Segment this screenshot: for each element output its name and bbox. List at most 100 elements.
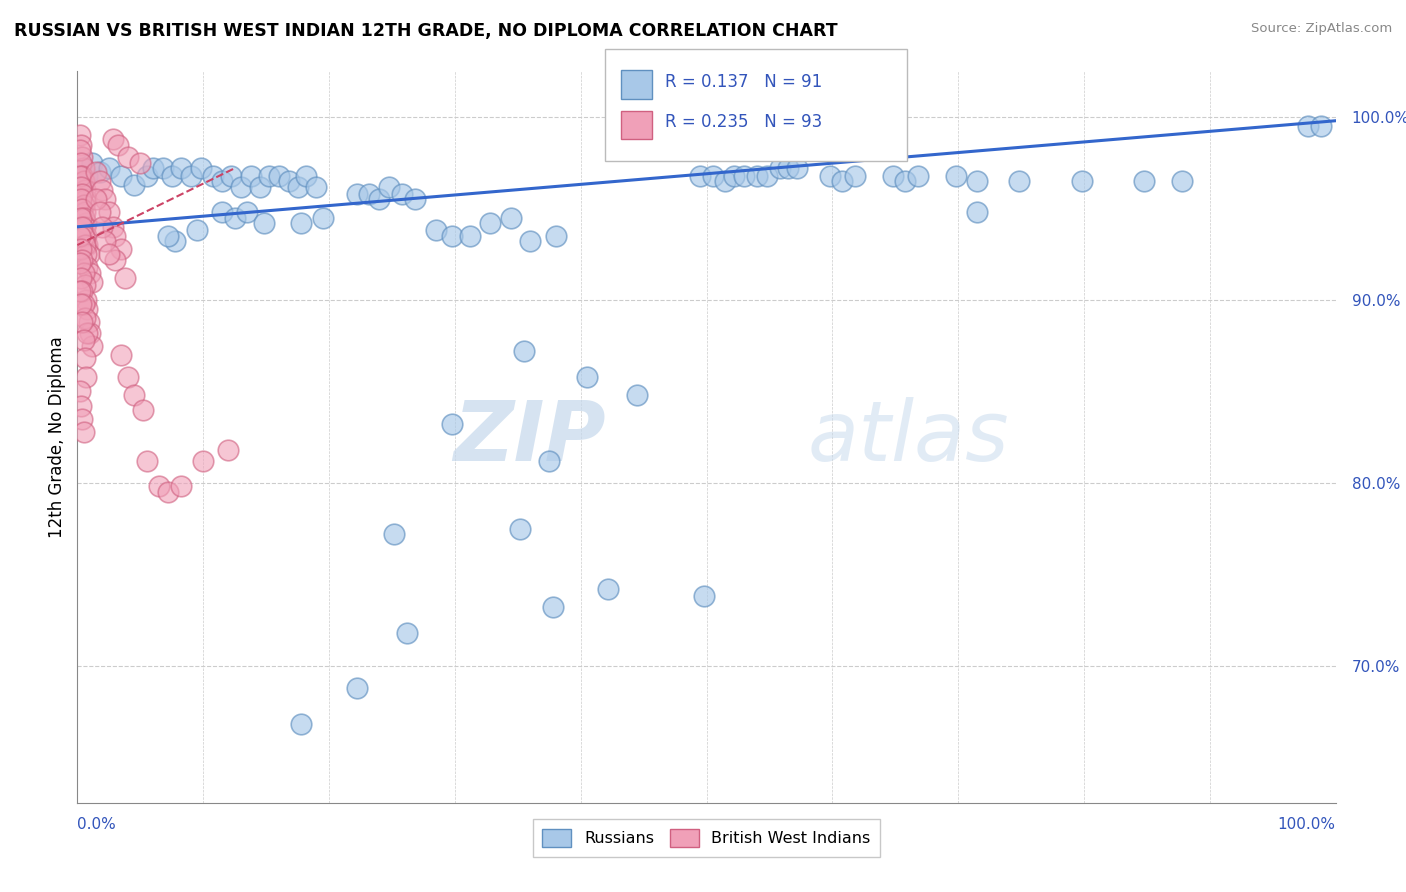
Point	[72, 252, 94, 267]
Point	[69, 169, 91, 183]
Point	[479, 216, 502, 230]
Point	[152, 161, 174, 176]
Point	[156, 228, 179, 243]
Point	[70, 271, 93, 285]
Point	[122, 178, 145, 192]
Point	[142, 161, 165, 176]
Point	[69, 256, 91, 270]
Point	[509, 521, 531, 535]
Point	[287, 179, 309, 194]
Point	[72, 219, 94, 234]
Point	[346, 186, 368, 201]
Point	[1309, 119, 1331, 133]
Point	[689, 169, 711, 183]
Point	[72, 411, 94, 425]
Point	[97, 161, 120, 176]
Point	[425, 223, 447, 237]
Point	[441, 228, 464, 243]
Point	[1133, 174, 1156, 188]
Point	[575, 369, 598, 384]
Point	[693, 589, 716, 603]
Point	[831, 174, 853, 188]
Point	[72, 161, 94, 176]
Point	[211, 174, 233, 188]
Point	[104, 228, 127, 243]
Point	[384, 527, 406, 541]
Point	[72, 169, 94, 183]
Point	[72, 315, 94, 329]
Point	[97, 205, 120, 219]
Point	[89, 174, 111, 188]
Point	[75, 228, 97, 243]
Point	[77, 315, 100, 329]
Point	[117, 369, 139, 384]
Point	[755, 169, 778, 183]
Point	[129, 155, 152, 169]
Point	[135, 169, 157, 183]
Point	[723, 169, 745, 183]
Point	[70, 155, 93, 169]
Point	[73, 205, 96, 219]
Point	[598, 582, 620, 596]
Point	[75, 293, 97, 307]
Point	[945, 169, 967, 183]
Point	[1007, 174, 1029, 188]
Point	[544, 228, 567, 243]
Point	[79, 326, 101, 340]
Point	[72, 265, 94, 279]
Text: Source: ZipAtlas.com: Source: ZipAtlas.com	[1251, 22, 1392, 36]
Text: RUSSIAN VS BRITISH WEST INDIAN 12TH GRADE, NO DIPLOMA CORRELATION CHART: RUSSIAN VS BRITISH WEST INDIAN 12TH GRAD…	[14, 22, 838, 40]
Point	[160, 169, 183, 183]
Point	[714, 174, 737, 188]
Point	[76, 238, 98, 252]
Point	[538, 454, 561, 468]
Point	[75, 216, 97, 230]
Point	[211, 205, 233, 219]
Point	[768, 161, 790, 176]
Point	[156, 484, 179, 499]
Point	[69, 284, 91, 298]
Point	[76, 260, 98, 274]
Point	[70, 137, 93, 152]
Point	[72, 284, 94, 298]
Point	[165, 235, 187, 249]
Point	[69, 143, 91, 157]
Point	[72, 296, 94, 310]
Point	[73, 351, 96, 366]
Point	[69, 128, 91, 143]
Point	[378, 179, 401, 194]
Point	[501, 211, 523, 225]
Point	[132, 402, 155, 417]
Point	[84, 165, 107, 179]
Point	[76, 301, 98, 316]
Point	[844, 169, 866, 183]
Point	[70, 211, 93, 225]
Point	[458, 228, 481, 243]
Point	[91, 183, 114, 197]
Point	[70, 399, 93, 413]
Point	[441, 417, 464, 432]
Point	[229, 179, 252, 194]
Point	[75, 369, 97, 384]
Point	[1296, 119, 1319, 133]
Legend: Russians, British West Indians: Russians, British West Indians	[533, 820, 880, 857]
Text: R = 0.235   N = 93: R = 0.235 N = 93	[665, 113, 823, 131]
Point	[267, 169, 290, 183]
Point	[1171, 174, 1194, 188]
Point	[73, 183, 96, 197]
Point	[70, 192, 93, 206]
Point	[191, 454, 215, 468]
Point	[72, 333, 94, 347]
Point	[101, 132, 124, 146]
Point	[882, 169, 904, 183]
Point	[72, 150, 94, 164]
Point	[73, 278, 96, 293]
Point	[110, 242, 132, 256]
Point	[82, 338, 104, 352]
Point	[818, 169, 841, 183]
Point	[79, 265, 101, 279]
Point	[72, 425, 94, 439]
Point	[312, 211, 335, 225]
Point	[519, 235, 541, 249]
Point	[70, 179, 93, 194]
